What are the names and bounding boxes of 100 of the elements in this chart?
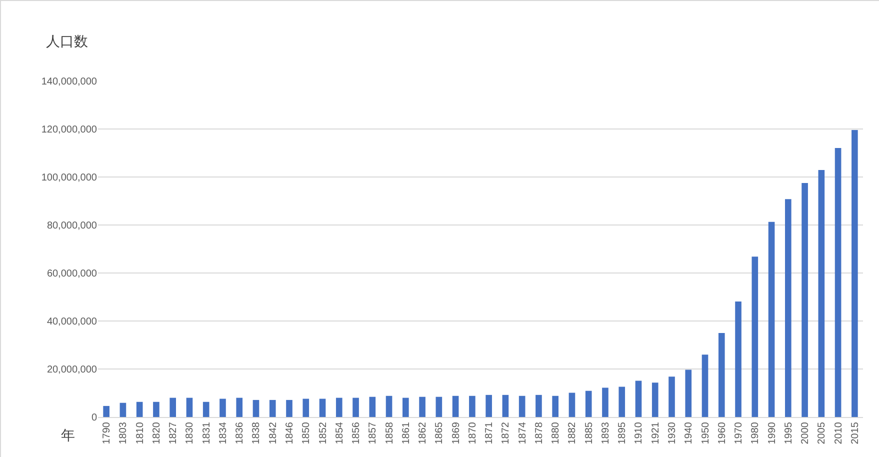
x-tick-label: 1885 bbox=[584, 422, 595, 444]
x-tick-label: 1846 bbox=[284, 422, 296, 444]
x-tick-label: 1858 bbox=[384, 422, 396, 444]
y-tick-label: 0 bbox=[91, 412, 98, 424]
bar bbox=[852, 130, 858, 417]
x-tick-label: 1869 bbox=[450, 422, 462, 444]
bar bbox=[120, 402, 126, 417]
bar bbox=[103, 406, 110, 417]
x-tick-label: 1995 bbox=[783, 422, 794, 444]
bar bbox=[402, 398, 409, 417]
bar bbox=[702, 354, 708, 417]
x-tick-label: 1861 bbox=[400, 422, 412, 444]
bar bbox=[752, 256, 758, 417]
bar bbox=[136, 402, 143, 417]
bar bbox=[552, 396, 558, 417]
bar bbox=[202, 402, 210, 417]
bar bbox=[735, 302, 742, 417]
y-axis-title: 人口数 bbox=[46, 33, 88, 49]
x-tick-label: 1874 bbox=[517, 422, 528, 444]
bar bbox=[419, 396, 426, 417]
bar bbox=[602, 388, 608, 417]
y-tick-label: 40,000,000 bbox=[46, 316, 98, 328]
x-tick-label: 1810 bbox=[134, 422, 146, 444]
bar bbox=[652, 382, 658, 417]
x-tick-label: 1970 bbox=[734, 422, 745, 444]
bar bbox=[818, 170, 825, 417]
x-tick-label: 1827 bbox=[168, 422, 180, 444]
x-tick-label: 2015 bbox=[850, 422, 861, 444]
x-tick-label: 1862 bbox=[418, 422, 429, 444]
bar bbox=[469, 396, 476, 417]
bar bbox=[536, 394, 542, 417]
bar bbox=[386, 396, 392, 417]
bar bbox=[170, 398, 176, 417]
x-tick-label: 1910 bbox=[634, 422, 645, 444]
x-tick-label: 1842 bbox=[268, 422, 279, 444]
x-tick-label: 2010 bbox=[833, 422, 844, 444]
x-tick-label: 1921 bbox=[650, 422, 662, 444]
x-tick-label: 1838 bbox=[251, 422, 262, 444]
x-tick-label: 1880 bbox=[550, 422, 562, 444]
bar bbox=[834, 148, 842, 417]
bar bbox=[635, 380, 642, 417]
x-tick-label: 1895 bbox=[617, 422, 628, 444]
x-tick-label: 1940 bbox=[684, 422, 695, 444]
y-tick-label: 100,000,000 bbox=[41, 172, 98, 184]
x-tick-label: 1950 bbox=[700, 422, 712, 444]
x-tick-label: 1834 bbox=[218, 422, 229, 444]
bar bbox=[352, 398, 359, 417]
x-tick-label: 1831 bbox=[201, 422, 212, 444]
bar bbox=[718, 333, 725, 417]
x-tick-label: 1803 bbox=[118, 422, 130, 444]
bar bbox=[319, 398, 326, 417]
bar bbox=[618, 386, 626, 417]
x-tick-label: 1990 bbox=[766, 422, 778, 444]
bar bbox=[486, 394, 492, 417]
bar bbox=[502, 394, 509, 417]
x-tick-label: 1960 bbox=[716, 422, 728, 444]
bar bbox=[153, 402, 160, 417]
bar bbox=[286, 400, 292, 417]
x-tick-label: 1836 bbox=[234, 422, 246, 444]
bar bbox=[685, 370, 692, 417]
x-tick-label: 1878 bbox=[534, 422, 545, 444]
x-tick-label: 1871 bbox=[484, 422, 496, 444]
bar bbox=[785, 199, 792, 417]
bar bbox=[252, 400, 260, 417]
y-tick-label: 120,000,000 bbox=[41, 124, 98, 136]
bar bbox=[236, 398, 243, 417]
x-tick-label: 1980 bbox=[750, 422, 762, 444]
bar bbox=[768, 222, 775, 417]
y-tick-label: 60,000,000 bbox=[46, 268, 98, 280]
x-tick-label: 1872 bbox=[500, 422, 512, 444]
bar bbox=[220, 398, 226, 417]
x-tick-label: 1865 bbox=[434, 422, 446, 444]
bar bbox=[269, 400, 276, 417]
y-tick-label: 80,000,000 bbox=[46, 220, 98, 232]
bar bbox=[802, 183, 808, 417]
x-tick-label: 1830 bbox=[184, 422, 196, 444]
bar bbox=[369, 396, 376, 417]
x-tick-label: 1893 bbox=[600, 422, 612, 444]
bar bbox=[668, 376, 675, 417]
x-tick-label: 1870 bbox=[467, 422, 478, 444]
y-tick-label: 20,000,000 bbox=[46, 364, 98, 376]
x-tick-label: 1857 bbox=[368, 422, 379, 444]
x-tick-label: 1882 bbox=[567, 422, 578, 444]
x-tick-label: 1850 bbox=[301, 422, 312, 444]
y-tick-label: 140,000,000 bbox=[41, 76, 98, 88]
bar bbox=[585, 390, 592, 417]
x-tick-label: 1820 bbox=[151, 422, 162, 444]
bar bbox=[452, 396, 459, 417]
bar bbox=[186, 398, 193, 417]
x-tick-label: 1790 bbox=[102, 422, 113, 444]
bar bbox=[568, 392, 576, 417]
bar bbox=[436, 396, 442, 417]
x-tick-label: 1854 bbox=[334, 422, 346, 444]
x-tick-label: 1930 bbox=[667, 422, 678, 444]
x-axis-title: 年 bbox=[61, 427, 75, 443]
x-tick-label: 2005 bbox=[816, 422, 828, 444]
bar bbox=[302, 398, 310, 417]
bar bbox=[518, 396, 526, 417]
bar bbox=[336, 398, 342, 417]
x-tick-label: 2000 bbox=[800, 422, 812, 444]
